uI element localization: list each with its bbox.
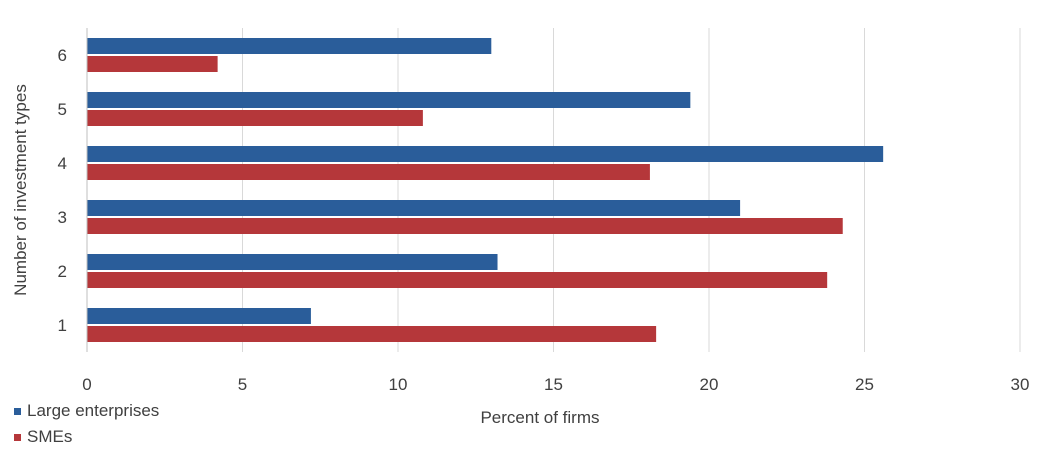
x-tick-label-20: 20 bbox=[700, 375, 719, 394]
legend: Large enterprises SMEs bbox=[14, 398, 159, 450]
bar-large-enterprises-4 bbox=[87, 146, 884, 162]
bar-smes-3 bbox=[87, 218, 843, 234]
bar-smes-6 bbox=[87, 56, 218, 72]
legend-item-large-enterprises: Large enterprises bbox=[14, 398, 159, 424]
bar-smes-4 bbox=[87, 164, 650, 180]
y-axis-title: Number of investment types bbox=[11, 84, 30, 296]
bar-smes-1 bbox=[87, 326, 657, 342]
x-tick-label-25: 25 bbox=[855, 375, 874, 394]
bar-large-enterprises-3 bbox=[87, 200, 741, 216]
y-tick-label-3: 3 bbox=[58, 208, 67, 227]
x-tick-label-30: 30 bbox=[1011, 375, 1030, 394]
x-tick-labels: 0 5 10 15 20 25 30 bbox=[82, 375, 1029, 394]
y-tick-labels: 1 2 3 4 5 6 bbox=[58, 46, 67, 335]
gridlines bbox=[242, 28, 1021, 352]
legend-swatch-large-enterprises bbox=[14, 407, 21, 415]
x-axis-title: Percent of firms bbox=[480, 408, 599, 427]
legend-item-smes: SMEs bbox=[14, 424, 159, 450]
x-tick-label-5: 5 bbox=[238, 375, 247, 394]
y-tick-label-1: 1 bbox=[58, 316, 67, 335]
bar-large-enterprises-5 bbox=[87, 92, 691, 108]
bar-large-enterprises-6 bbox=[87, 38, 492, 54]
y-tick-label-4: 4 bbox=[58, 154, 67, 173]
bars bbox=[87, 38, 884, 342]
x-tick-label-15: 15 bbox=[544, 375, 563, 394]
y-tick-label-2: 2 bbox=[58, 262, 67, 281]
bar-smes-2 bbox=[87, 272, 828, 288]
legend-swatch-smes bbox=[14, 433, 21, 441]
legend-label-smes: SMEs bbox=[27, 427, 73, 446]
bar-smes-5 bbox=[87, 110, 423, 126]
x-tick-label-10: 10 bbox=[389, 375, 408, 394]
y-tick-label-6: 6 bbox=[58, 46, 67, 65]
bar-large-enterprises-2 bbox=[87, 254, 498, 270]
y-tick-label-5: 5 bbox=[58, 100, 67, 119]
x-tick-label-0: 0 bbox=[82, 375, 91, 394]
bar-large-enterprises-1 bbox=[87, 308, 311, 324]
legend-label-large-enterprises: Large enterprises bbox=[27, 401, 160, 420]
